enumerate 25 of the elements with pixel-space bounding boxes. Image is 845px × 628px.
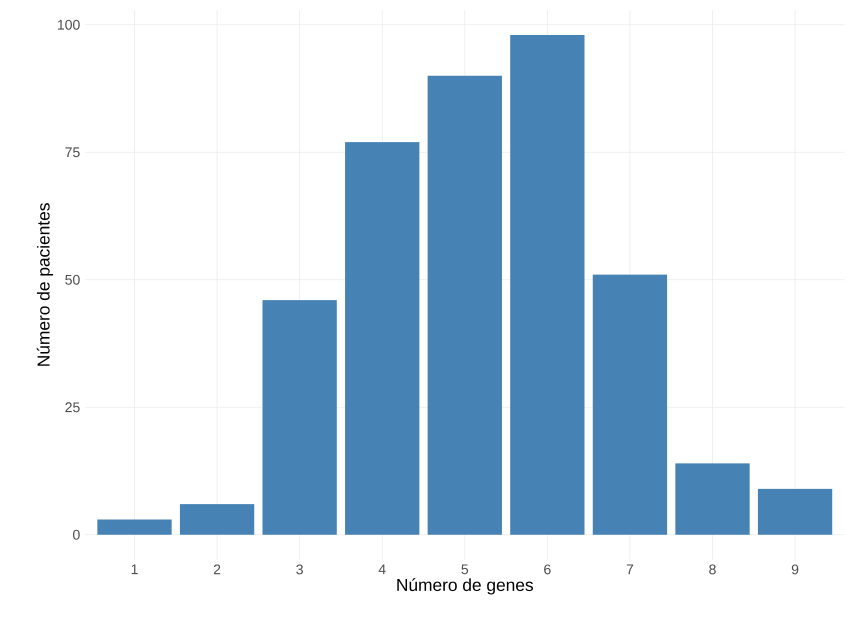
x-tick-label: 8	[709, 564, 716, 574]
x-tick-label: 1	[132, 564, 138, 574]
x-tick-label: 4	[378, 564, 386, 574]
y-tick-label: 75	[65, 148, 80, 158]
bar	[758, 488, 832, 535]
bar	[675, 463, 750, 535]
x-tick-label: 2	[214, 564, 220, 574]
x-tick-label: 7	[626, 564, 634, 574]
y-tick-label: 25	[65, 402, 80, 412]
y-axis-title: Número de pacientes	[36, 203, 54, 366]
x-tick-label: 5	[461, 564, 468, 574]
bar	[97, 520, 172, 535]
bar	[180, 504, 254, 535]
bar	[510, 35, 585, 535]
y-tick-label: 50	[65, 274, 80, 285]
x-tick-label: 9	[792, 564, 798, 574]
bar	[592, 274, 668, 535]
bar	[428, 76, 502, 535]
bar	[345, 142, 420, 535]
x-tick-label: 6	[544, 564, 551, 574]
y-tick-label: 100	[58, 20, 80, 30]
bar	[262, 300, 337, 535]
x-tick-label: 3	[296, 564, 303, 574]
x-axis-title: Número de genes	[397, 578, 533, 595]
y-tick-label: 0	[73, 530, 80, 540]
